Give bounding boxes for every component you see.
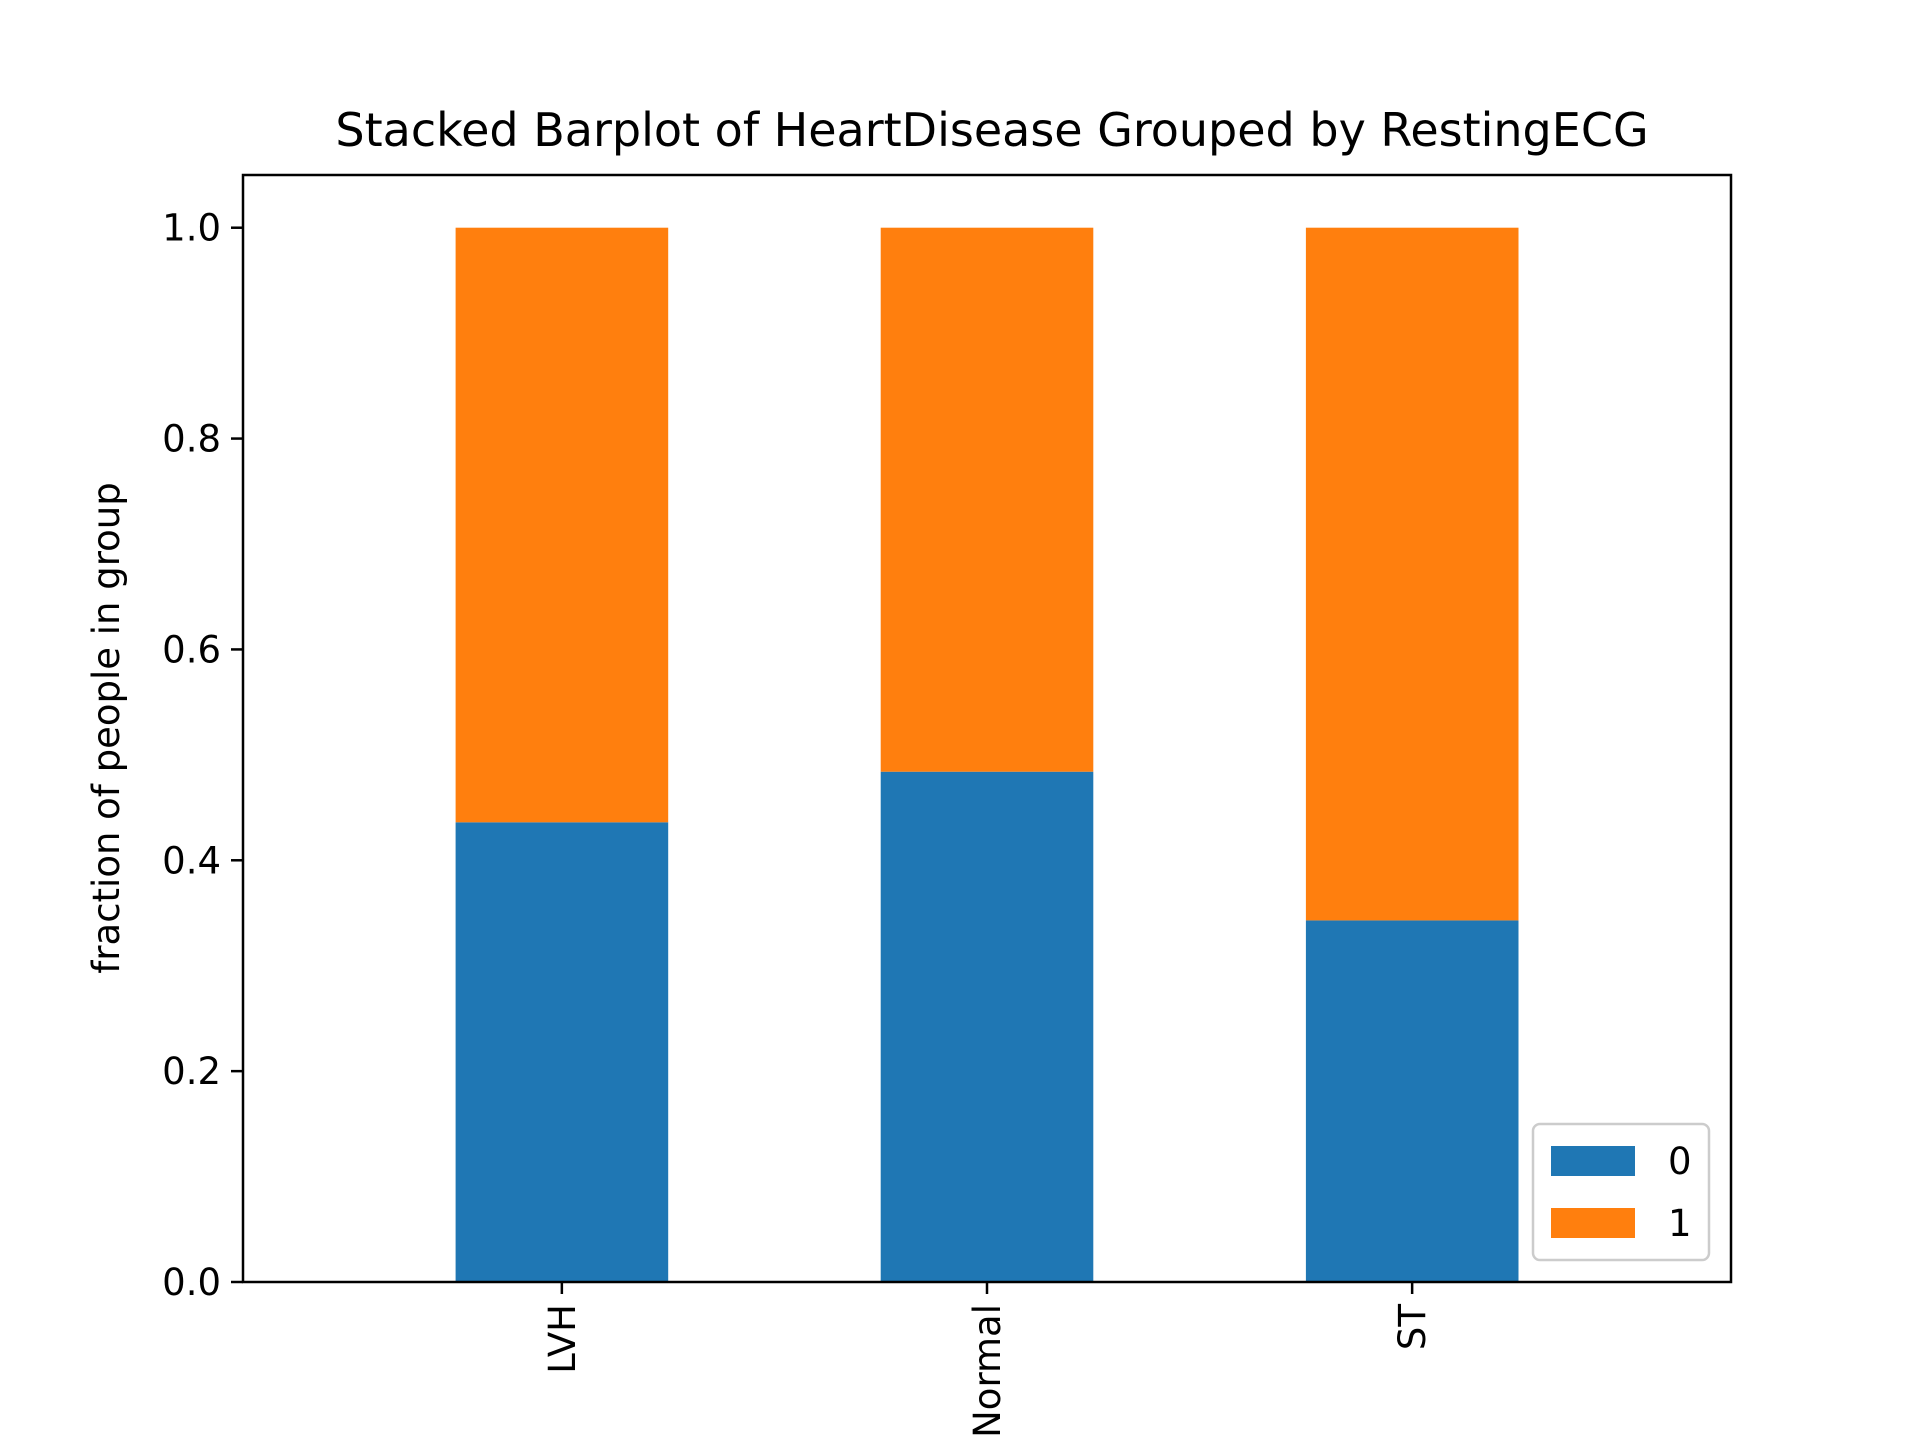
y-axis-label: fraction of people in group [85,482,128,973]
legend: 01 [1531,1122,1711,1262]
x-tick-label-normal: Normal [966,1304,1009,1438]
legend-swatch-1 [1551,1208,1635,1238]
x-tick-label-lvh: LVH [541,1304,584,1374]
plot-frame [241,173,1733,1284]
y-tick-label: 0.6 [162,628,221,671]
x-axis: LVH Normal ST [541,1282,1434,1438]
bar-st-series-0 [1305,920,1519,1282]
y-tick-label: 0.8 [162,418,221,461]
y-axis: 0.0 0.2 0.4 0.6 0.8 1.0 [162,207,243,1304]
legend-swatch-0 [1551,1146,1635,1176]
chart-title: Stacked Barplot of HeartDisease Grouped … [335,103,1648,157]
bar-st-series-1 [1305,227,1519,921]
bar-normal-series-1 [880,227,1094,772]
legend-label-1: 1 [1668,1202,1692,1245]
bar-lvh-series-0 [455,822,669,1282]
y-tick-label: 0.4 [162,839,221,882]
bar-normal-series-0 [880,771,1094,1282]
y-tick-label: 1.0 [162,207,221,250]
bars-layer [455,227,1519,1282]
y-tick-label: 0.2 [162,1050,221,1093]
y-tick-label: 0.0 [162,1261,221,1304]
legend-label-0: 0 [1668,1140,1692,1183]
x-tick-label-st: ST [1391,1304,1434,1350]
bar-lvh-series-1 [455,227,669,823]
